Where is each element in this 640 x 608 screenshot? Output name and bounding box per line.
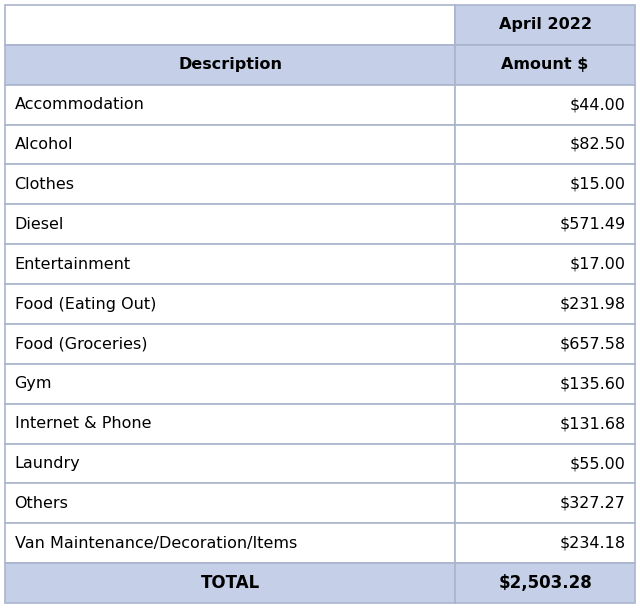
Bar <box>456 563 635 603</box>
Bar <box>456 523 635 563</box>
Text: $55.00: $55.00 <box>570 456 625 471</box>
Text: $131.68: $131.68 <box>559 416 625 431</box>
Text: Internet & Phone: Internet & Phone <box>15 416 151 431</box>
Bar <box>5 204 456 244</box>
Text: Amount $: Amount $ <box>502 57 589 72</box>
Bar <box>456 324 635 364</box>
Text: $657.58: $657.58 <box>559 336 625 351</box>
Bar <box>5 483 456 523</box>
Bar <box>456 125 635 164</box>
Text: $44.00: $44.00 <box>570 97 625 112</box>
Bar <box>5 5 456 45</box>
Bar <box>5 364 456 404</box>
Bar <box>456 244 635 284</box>
Text: April 2022: April 2022 <box>499 17 591 32</box>
Bar <box>5 284 456 324</box>
Text: Diesel: Diesel <box>15 216 64 232</box>
Bar <box>5 324 456 364</box>
Text: Food (Eating Out): Food (Eating Out) <box>15 297 156 311</box>
Text: Alcohol: Alcohol <box>15 137 73 152</box>
Bar <box>5 45 456 85</box>
Bar <box>5 404 456 444</box>
Text: TOTAL: TOTAL <box>200 574 260 592</box>
Text: Accommodation: Accommodation <box>15 97 145 112</box>
Bar <box>456 444 635 483</box>
Text: $17.00: $17.00 <box>570 257 625 272</box>
Text: Description: Description <box>179 57 282 72</box>
Text: Gym: Gym <box>15 376 52 392</box>
Text: Food (Groceries): Food (Groceries) <box>15 336 147 351</box>
Bar <box>5 85 456 125</box>
Bar <box>5 125 456 164</box>
Bar <box>456 85 635 125</box>
Bar <box>5 164 456 204</box>
Text: $82.50: $82.50 <box>570 137 625 152</box>
Text: Van Maintenance/Decoration/Items: Van Maintenance/Decoration/Items <box>15 536 297 551</box>
Text: $234.18: $234.18 <box>559 536 625 551</box>
Bar <box>456 45 635 85</box>
Bar <box>5 563 456 603</box>
Bar <box>456 204 635 244</box>
Text: $15.00: $15.00 <box>570 177 625 192</box>
Bar <box>5 523 456 563</box>
Bar <box>5 444 456 483</box>
Bar <box>5 244 456 284</box>
Bar <box>456 284 635 324</box>
Text: $2,503.28: $2,503.28 <box>499 574 592 592</box>
Text: Clothes: Clothes <box>15 177 75 192</box>
Text: $571.49: $571.49 <box>559 216 625 232</box>
Text: Laundry: Laundry <box>15 456 80 471</box>
Bar <box>456 483 635 523</box>
Text: Others: Others <box>15 496 68 511</box>
Text: $327.27: $327.27 <box>559 496 625 511</box>
Text: Entertainment: Entertainment <box>15 257 131 272</box>
Bar <box>456 404 635 444</box>
Text: $231.98: $231.98 <box>559 297 625 311</box>
Bar <box>456 164 635 204</box>
Bar <box>456 5 635 45</box>
Bar <box>456 364 635 404</box>
Text: $135.60: $135.60 <box>559 376 625 392</box>
